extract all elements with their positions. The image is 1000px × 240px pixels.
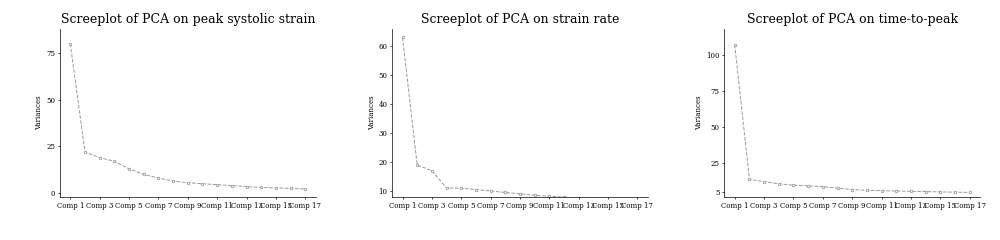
Y-axis label: Variances: Variances (35, 96, 43, 130)
Y-axis label: Variances: Variances (695, 96, 703, 130)
Title: Screeplot of PCA on peak systolic strain: Screeplot of PCA on peak systolic strain (61, 13, 315, 26)
Y-axis label: Variances: Variances (368, 96, 376, 130)
Title: Screeplot of PCA on strain rate: Screeplot of PCA on strain rate (421, 13, 619, 26)
Title: Screeplot of PCA on time-to-peak: Screeplot of PCA on time-to-peak (747, 13, 958, 26)
